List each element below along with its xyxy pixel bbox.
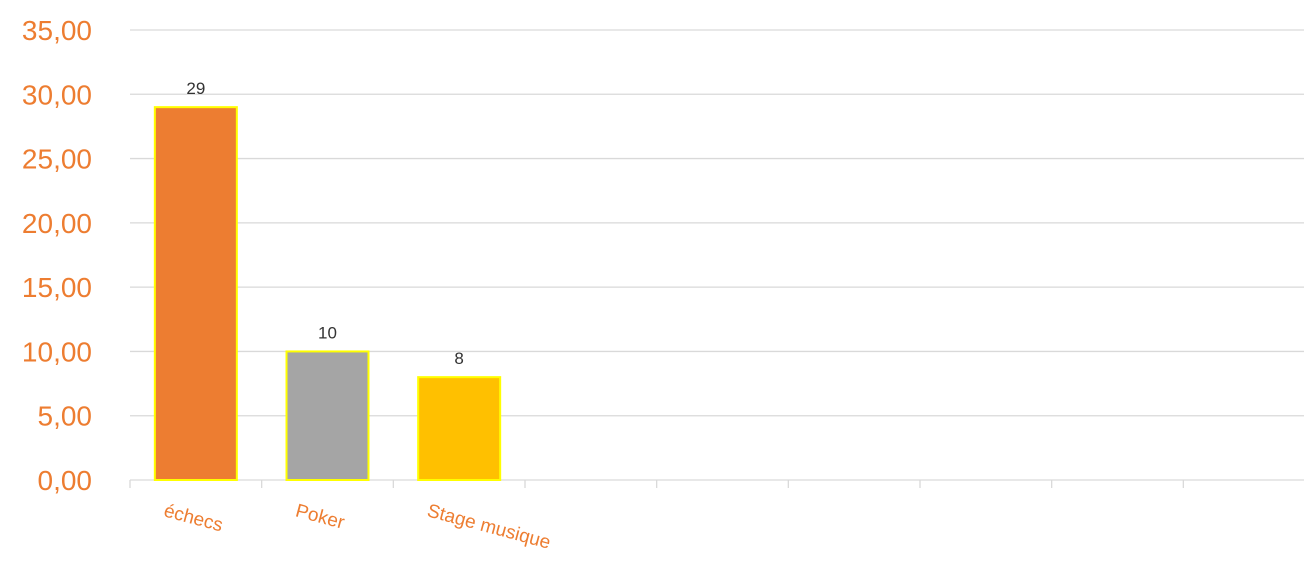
x-tick-label: Stage musique: [425, 501, 553, 554]
x-tick-label: Poker: [293, 501, 347, 534]
bar: [153, 106, 238, 482]
y-tick-label: 15,00: [22, 272, 92, 303]
y-tick-label: 25,00: [22, 144, 92, 175]
bars: [153, 106, 502, 482]
data-labels: 29 10 8: [186, 79, 464, 368]
y-tick-label: 5,00: [38, 401, 93, 432]
data-label: 29: [186, 79, 205, 98]
y-tick-label: 30,00: [22, 79, 92, 110]
bar: [285, 350, 370, 481]
bar: [417, 376, 502, 481]
y-tick-label: 0,00: [38, 465, 93, 496]
y-tick-label: 20,00: [22, 208, 92, 239]
y-axis-ticks: 0,00 5,00 10,00 15,00 20,00 25,00 30,00 35,00: [22, 15, 92, 496]
data-label: 10: [318, 323, 337, 342]
x-tick-label: échecs: [162, 501, 226, 537]
data-label: 8: [454, 349, 463, 368]
x-axis: [129, 479, 1304, 488]
y-tick-label: 35,00: [22, 15, 92, 46]
y-tick-label: 10,00: [22, 336, 92, 367]
x-axis-ticks: échecs Poker Stage musique: [162, 501, 553, 554]
